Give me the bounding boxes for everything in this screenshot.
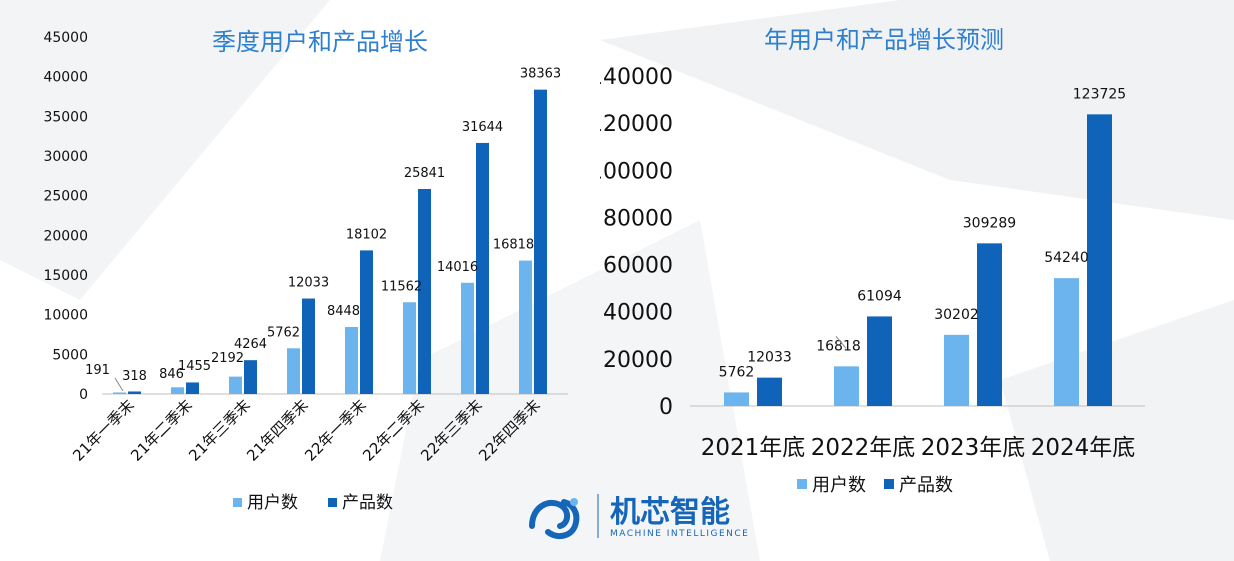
bar-users: [345, 326, 358, 394]
y-tick-label: 140000: [600, 65, 673, 90]
bar-products: [977, 243, 1002, 406]
logo-mark-icon: [529, 499, 580, 540]
y-tick-label: 45000: [43, 30, 88, 46]
quarterly-growth-chart: 季度用户和产品增长 0 5000 10000 15000 20000 25000 30000…: [43, 28, 568, 513]
data-label-users: 16818: [816, 338, 861, 354]
bar-users: [287, 348, 300, 394]
x-tick-label: 22年三季末: [417, 396, 486, 465]
data-label-products: 25841: [404, 166, 445, 181]
legend-label-users: 用户数: [812, 475, 866, 496]
y-tick-label: 35000: [43, 109, 88, 125]
data-label-users: 8448: [327, 304, 360, 319]
logo-name-cn: 机芯智能: [610, 495, 730, 530]
data-label-products: 12033: [288, 276, 329, 291]
x-tick-label: 22年一季末: [301, 396, 370, 465]
x-tick-label: 21年二季末: [127, 396, 196, 465]
bar-products: [302, 298, 315, 394]
leader-line: [835, 336, 847, 349]
data-label-products: 4264: [234, 337, 267, 352]
legend-label-products: 产品数: [342, 493, 393, 513]
chart-title: 年用户和产品增长预测: [764, 26, 1004, 54]
bar-users: [229, 376, 242, 394]
leader-line: [114, 377, 124, 392]
y-tick-label: 120000: [600, 112, 673, 137]
logo-dot-icon: [570, 498, 578, 506]
data-label-users: 5762: [719, 364, 755, 380]
bar-products: [1087, 114, 1112, 407]
bar-products: [186, 382, 199, 394]
y-tick-label: 5000: [52, 347, 88, 363]
y-tick-label: 25000: [43, 189, 88, 205]
bar-products: [360, 250, 373, 394]
bar-users: [403, 302, 416, 394]
legend-label-users: 用户数: [247, 493, 298, 513]
data-label-users: 30202: [934, 307, 979, 323]
data-label-users: 16818: [493, 238, 534, 253]
y-tick-label: 30000: [43, 149, 88, 165]
data-label-products: 123725: [1073, 86, 1126, 102]
data-label-products: 1455: [178, 359, 211, 374]
bar-users: [461, 282, 474, 394]
data-label-products: 38363: [520, 67, 561, 82]
data-label-products: 31644: [462, 120, 503, 135]
y-tick-label: 20000: [43, 228, 88, 244]
y-tick-label: 0: [659, 395, 673, 420]
data-label-products: 18102: [346, 227, 387, 242]
x-tick-label: 22年二季末: [359, 396, 428, 465]
bar-products: [476, 142, 489, 394]
legend: 用户数 产品数: [797, 475, 953, 496]
x-tick-label: 21年三季末: [185, 396, 254, 465]
y-tick-label: 60000: [603, 254, 673, 279]
legend-swatch-users: [797, 479, 807, 489]
legend: 用户数 产品数: [233, 493, 393, 513]
x-tick-label: 22年四季末: [475, 396, 544, 465]
data-label-products: 309289: [963, 215, 1016, 231]
chart-title: 季度用户和产品增长: [212, 28, 428, 56]
data-label-users: 2192: [211, 351, 244, 366]
data-label-users: 191: [85, 363, 110, 378]
company-logo: 机芯智能 MACHINE INTELLIGENCE: [529, 494, 748, 540]
data-label-users: 54240: [1044, 250, 1089, 266]
y-tick-label: 40000: [43, 70, 88, 86]
x-tick-label: 2022年底: [811, 435, 916, 461]
bar-products: [244, 360, 257, 394]
y-tick-label: 40000: [603, 301, 673, 326]
x-tick-label: 21年四季末: [243, 396, 312, 465]
data-label-products: 12033: [747, 350, 792, 366]
x-tick-label: 21年一季末: [69, 396, 138, 465]
legend-swatch-products: [328, 498, 337, 507]
logo-name-en: MACHINE INTELLIGENCE: [610, 529, 748, 539]
bar-products: [757, 377, 782, 406]
bar-users: [171, 387, 184, 394]
bar-users: [519, 260, 532, 394]
data-label-products: 61094: [857, 288, 902, 304]
bar-users: [1054, 278, 1079, 406]
y-tick-label: 100000: [600, 159, 673, 184]
bar-users: [834, 366, 859, 406]
legend-swatch-users: [233, 498, 242, 507]
legend-label-products: 产品数: [899, 475, 953, 496]
bar-products: [418, 188, 431, 394]
legend-swatch-products: [884, 479, 894, 489]
y-tick-label: 10000: [43, 308, 88, 324]
bar-products: [867, 316, 892, 406]
bar-users: [113, 392, 126, 394]
x-tick-label: 2024年底: [1031, 435, 1136, 461]
data-label-users: 5762: [267, 325, 300, 340]
bar-users: [724, 392, 749, 406]
data-label-users: 11562: [381, 279, 422, 294]
y-tick-label: 15000: [43, 268, 88, 284]
x-tick-label: 2021年底: [701, 435, 806, 461]
bar-products: [128, 391, 141, 394]
bar-products: [534, 89, 547, 394]
y-tick-label: 80000: [603, 206, 673, 231]
data-label-products: 318: [122, 369, 147, 384]
y-tick-label: 0: [79, 387, 88, 403]
bar-users: [944, 334, 969, 406]
y-tick-label: 20000: [603, 348, 673, 373]
data-label-users: 846: [159, 367, 184, 382]
data-label-users: 14016: [437, 260, 478, 275]
annual-forecast-chart: 年用户和产品增长预测 0 20000 40000 60000 80000 100000 12…: [600, 26, 1145, 496]
x-tick-label: 2023年底: [921, 435, 1026, 461]
